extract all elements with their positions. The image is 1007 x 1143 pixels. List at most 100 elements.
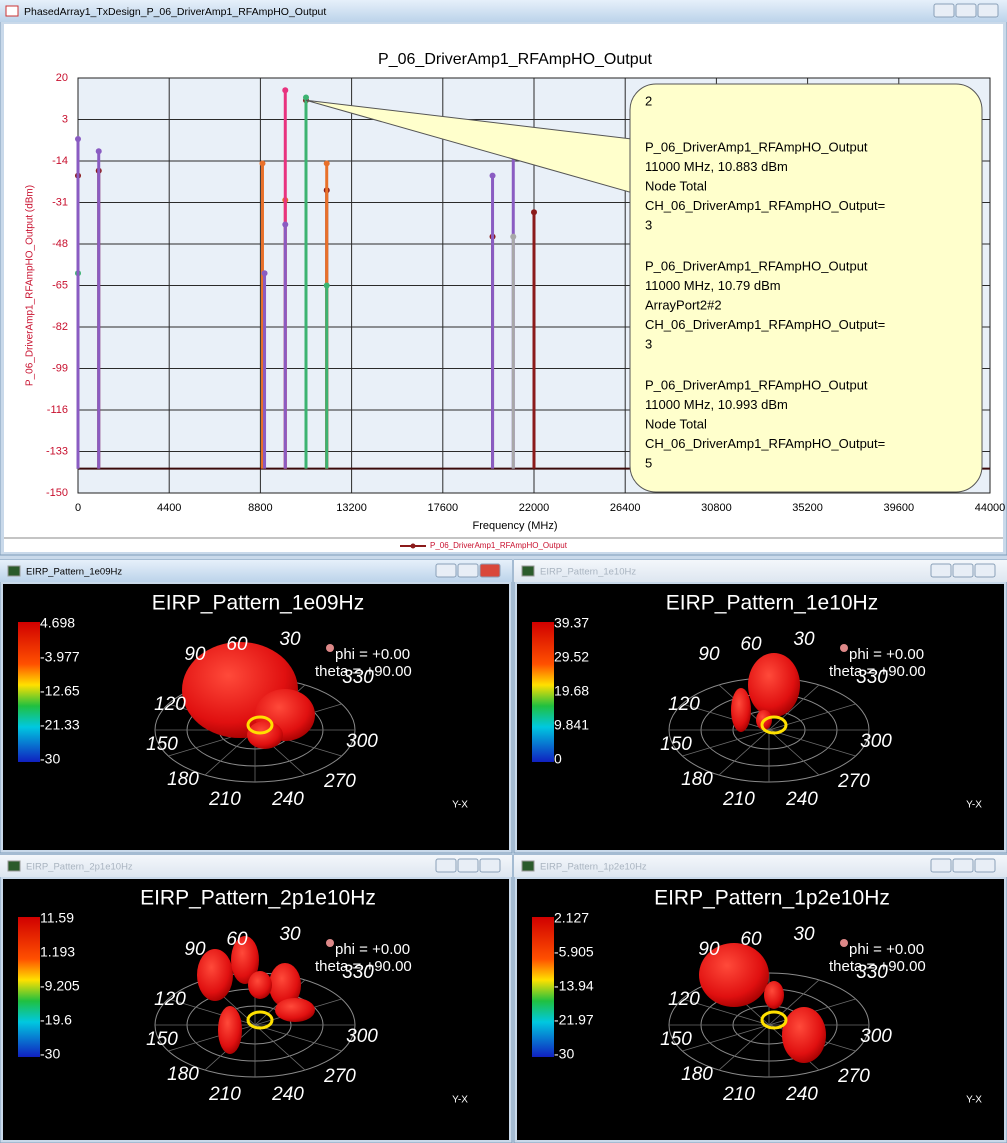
radiation-lobe bbox=[218, 1006, 242, 1054]
maximize-button[interactable] bbox=[953, 859, 973, 872]
maximize-button[interactable] bbox=[953, 564, 973, 577]
close-button[interactable] bbox=[480, 859, 500, 872]
tooltip-text: 2 bbox=[645, 93, 652, 108]
window-title: EIRP_Pattern_1p2e10Hz bbox=[540, 862, 647, 873]
probe-marker bbox=[840, 939, 848, 947]
polar-angle-label: 30 bbox=[279, 924, 301, 945]
colorbar-label: -21.97 bbox=[554, 1012, 594, 1028]
tooltip-text: 11000 MHz, 10.883 dBm bbox=[645, 159, 788, 174]
colorbar bbox=[532, 622, 554, 762]
polar-angle-label: 90 bbox=[184, 939, 206, 960]
polar-angle-label: 60 bbox=[226, 929, 248, 950]
polar-angle-label: 270 bbox=[323, 1066, 356, 1087]
maximize-button[interactable] bbox=[458, 564, 478, 577]
tooltip-text: P_06_DriverAmp1_RFAmpHO_Output bbox=[645, 139, 868, 154]
minimize-button[interactable] bbox=[436, 564, 456, 577]
polar-angle-label: 240 bbox=[785, 789, 818, 810]
pattern-title: EIRP_Pattern_1e09Hz bbox=[152, 592, 364, 615]
polar-angle-label: 270 bbox=[837, 771, 870, 792]
polar-angle-label: 30 bbox=[279, 629, 301, 650]
polar-angle-label: 150 bbox=[660, 734, 692, 755]
polar-angle-label: 210 bbox=[208, 1084, 241, 1105]
polar-angle-label: 150 bbox=[146, 734, 178, 755]
colorbar-label: -3.977 bbox=[40, 649, 80, 665]
minimize-button[interactable] bbox=[436, 859, 456, 872]
polar-angle-label: 60 bbox=[740, 929, 762, 950]
colorbar-label: 4.698 bbox=[40, 615, 75, 631]
close-button[interactable] bbox=[978, 4, 998, 17]
legend-marker bbox=[411, 544, 416, 549]
y-tick-label: -116 bbox=[47, 404, 68, 416]
phi-label: phi = +0.00 bbox=[335, 646, 410, 663]
maximize-button[interactable] bbox=[956, 4, 976, 17]
x-tick-label: 30800 bbox=[701, 502, 732, 514]
theta-label: theta = +90.00 bbox=[829, 663, 926, 680]
polar-angle-label: 90 bbox=[184, 644, 206, 665]
polar-angle-label: 300 bbox=[860, 731, 892, 752]
polar-angle-label: 300 bbox=[346, 1026, 378, 1047]
x-tick-label: 26400 bbox=[610, 502, 641, 514]
tooltip-text: 5 bbox=[645, 455, 652, 470]
x-tick-label: 22000 bbox=[519, 502, 550, 514]
polar-angle-label: 210 bbox=[722, 789, 755, 810]
x-tick-label: 13200 bbox=[336, 502, 367, 514]
colorbar-label: 29.52 bbox=[554, 649, 589, 665]
polar-angle-label: 30 bbox=[793, 924, 815, 945]
tooltip-text: CH_06_DriverAmp1_RFAmpHO_Output= bbox=[645, 198, 885, 213]
phi-label: phi = +0.00 bbox=[335, 941, 410, 958]
y-axis-label: P_06_DriverAmp1_RFAmpHO_Output (dBm) bbox=[25, 185, 36, 386]
minimize-button[interactable] bbox=[931, 564, 951, 577]
close-button[interactable] bbox=[975, 564, 995, 577]
stem-marker bbox=[324, 283, 330, 289]
close-button[interactable] bbox=[480, 564, 500, 577]
axis-glyph: Y-X bbox=[452, 1095, 468, 1106]
phi-label: phi = +0.00 bbox=[849, 941, 924, 958]
close-button[interactable] bbox=[975, 859, 995, 872]
stem-marker bbox=[490, 173, 496, 179]
stem-marker bbox=[282, 221, 288, 227]
colorbar-label: -13.94 bbox=[554, 978, 594, 994]
window-icon bbox=[8, 566, 20, 576]
pattern-title: EIRP_Pattern_1p2e10Hz bbox=[654, 887, 890, 910]
window-title: EIRP_Pattern_1e09Hz bbox=[26, 567, 122, 578]
x-tick-label: 4400 bbox=[157, 502, 181, 514]
polar-angle-label: 180 bbox=[167, 769, 199, 790]
x-tick-label: 17600 bbox=[428, 502, 459, 514]
colorbar-label: 0 bbox=[554, 751, 562, 767]
minimize-button[interactable] bbox=[934, 4, 954, 17]
y-tick-label: -82 bbox=[52, 321, 68, 333]
window-icon bbox=[522, 566, 534, 576]
render-area bbox=[3, 879, 509, 1140]
tooltip-text: 3 bbox=[645, 336, 652, 351]
polar-angle-label: 180 bbox=[681, 1064, 713, 1085]
radiation-lobe bbox=[748, 653, 800, 717]
radiation-lobe bbox=[275, 998, 315, 1022]
window-title: EIRP_Pattern_2p1e10Hz bbox=[26, 862, 133, 873]
polar-angle-label: 270 bbox=[837, 1066, 870, 1087]
y-tick-label: 20 bbox=[56, 72, 68, 84]
y-tick-label: -133 bbox=[46, 445, 68, 457]
y-tick-label: -31 bbox=[52, 196, 68, 208]
tooltip-text: P_06_DriverAmp1_RFAmpHO_Output bbox=[645, 258, 868, 273]
radiation-lobe bbox=[764, 981, 784, 1009]
colorbar-label: -9.205 bbox=[40, 978, 80, 994]
minimize-button[interactable] bbox=[931, 859, 951, 872]
screen: PhasedArray1_TxDesign_P_06_DriverAmp1_RF… bbox=[0, 0, 1007, 1143]
theta-label: theta = +90.00 bbox=[315, 663, 412, 680]
colorbar-label: 39.37 bbox=[554, 615, 589, 631]
stem-marker bbox=[303, 95, 309, 101]
polar-angle-label: 270 bbox=[323, 771, 356, 792]
y-tick-label: -65 bbox=[52, 279, 68, 291]
radiation-lobe bbox=[247, 721, 283, 749]
maximize-button[interactable] bbox=[458, 859, 478, 872]
stem-marker bbox=[75, 136, 81, 142]
colorbar-label: -19.6 bbox=[40, 1012, 72, 1028]
window-title: PhasedArray1_TxDesign_P_06_DriverAmp1_RF… bbox=[24, 6, 326, 18]
colorbar bbox=[18, 622, 40, 762]
axis-glyph: Y-X bbox=[452, 800, 468, 811]
polar-angle-label: 240 bbox=[271, 789, 304, 810]
y-tick-label: -48 bbox=[52, 238, 68, 250]
axis-glyph: Y-X bbox=[966, 800, 982, 811]
stem-marker bbox=[531, 209, 537, 215]
colorbar-label: 11.59 bbox=[40, 910, 74, 926]
